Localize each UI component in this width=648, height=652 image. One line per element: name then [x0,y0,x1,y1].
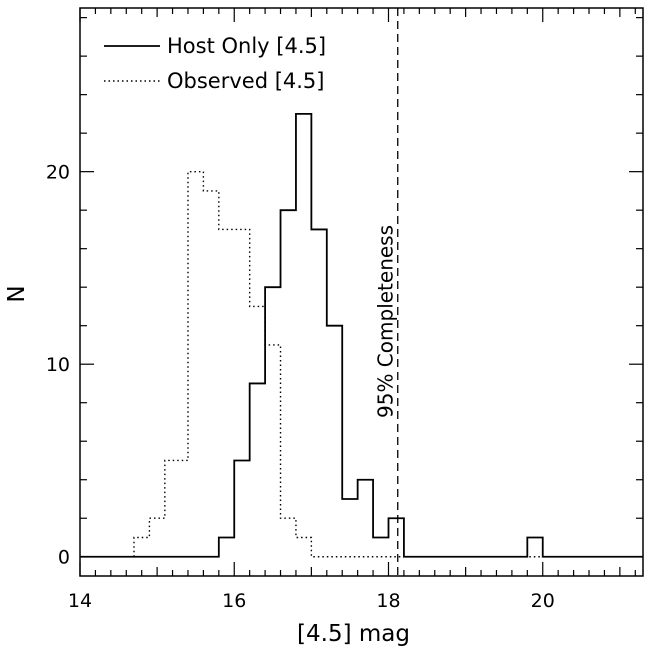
legend-label: Observed [4.5] [167,69,325,93]
x-tick-label: 20 [531,590,555,612]
x-tick-label: 18 [376,590,400,612]
plot-frame [80,8,643,576]
y-tick-label: 0 [58,547,70,569]
series-line-host-only [80,114,643,557]
series-lines [80,114,643,557]
y-axis-title: N [4,285,30,302]
ticks: 14 16 18 20 0 10 20 [46,8,643,612]
completeness-label: 95% Completeness [374,225,398,418]
legend: Host Only [4.5] Observed [4.5] [104,34,326,93]
series-line-observed [80,172,643,557]
legend-label: Host Only [4.5] [167,34,326,58]
annotations: 95% Completeness [374,8,398,576]
y-tick-label: 20 [46,162,70,184]
axes: [4.5] mag N [4,8,643,647]
x-axis-title: [4.5] mag [297,621,410,647]
x-tick-label: 16 [222,590,246,612]
x-tick-label: 14 [68,590,92,612]
y-tick-label: 10 [46,354,70,376]
